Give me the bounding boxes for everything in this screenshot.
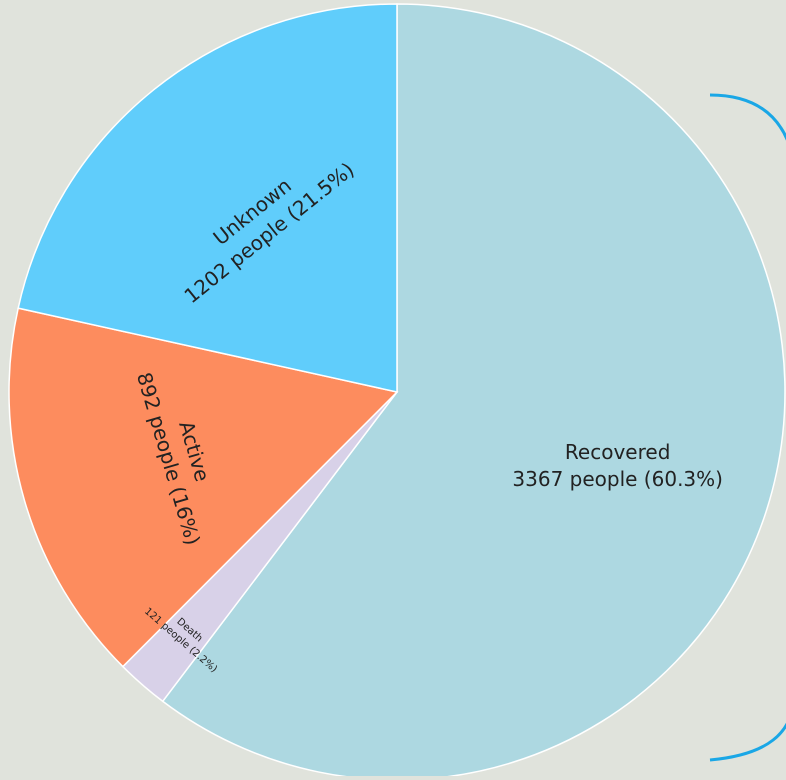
slice-label-name: Recovered — [565, 440, 670, 464]
slice-label-detail: 3367 people (60.3%) — [512, 467, 723, 491]
decorative-bracket-arc — [709, 93, 786, 762]
pie-slice-active — [8, 307, 399, 668]
pie-slice-unknown — [17, 3, 398, 393]
slice-label-recovered: Recovered 3367 people (60.3%) — [512, 440, 723, 491]
pie-slices — [8, 3, 786, 780]
